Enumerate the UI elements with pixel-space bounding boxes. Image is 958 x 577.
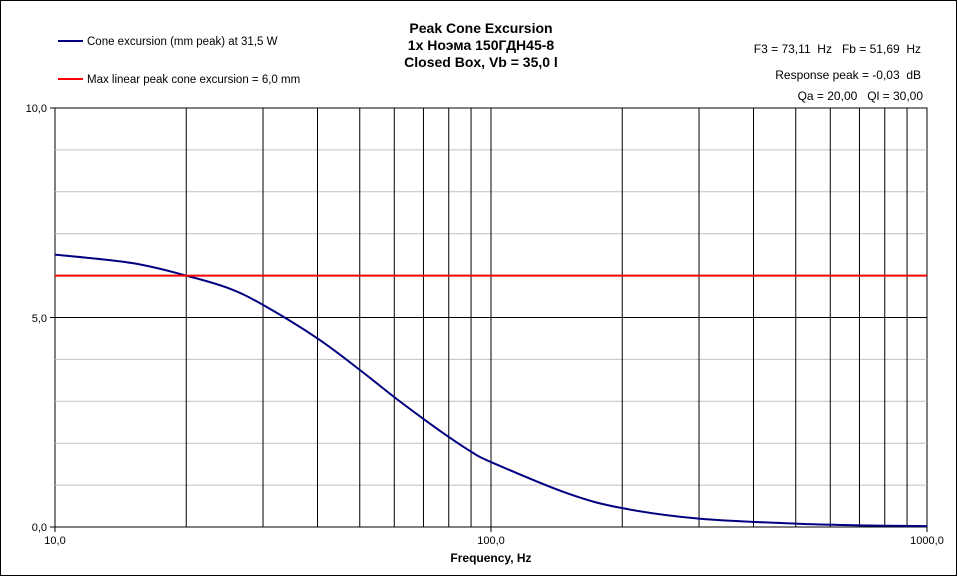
chart-title-line-3: Closed Box, Vb = 35,0 l: [404, 54, 558, 70]
series-line-cone-excursion: [54, 253, 928, 528]
annotation-response-peak: Response peak = -0,03 dB: [775, 68, 921, 82]
x-axis-label: Frequency, Hz: [450, 551, 531, 565]
chart-title-line-1: Peak Cone Excursion: [409, 20, 552, 36]
x-tick-label-1000: 1000,0: [910, 535, 944, 547]
legend-label-xmax: Max linear peak cone excursion = 6,0 mm: [87, 74, 300, 86]
annotation-qa-ql: Qa = 20,00 Ql = 30,00: [798, 89, 924, 103]
legend-label-excursion: Cone excursion (mm peak) at 31,5 W: [87, 36, 278, 48]
y-tick-label-10: 10,0: [26, 103, 47, 115]
x-tick-label-100: 100,0: [477, 535, 505, 547]
annotation-f3-fb: F3 = 73,11 Hz Fb = 51,69 Hz: [754, 42, 921, 56]
y-tick-label-0: 0,0: [32, 522, 47, 534]
chart-title-line-2: 1x Ноэма 150ГДН45-8: [408, 37, 555, 53]
y-tick-label-5: 5,0: [32, 313, 47, 325]
x-tick-label-10: 10,0: [44, 535, 65, 547]
